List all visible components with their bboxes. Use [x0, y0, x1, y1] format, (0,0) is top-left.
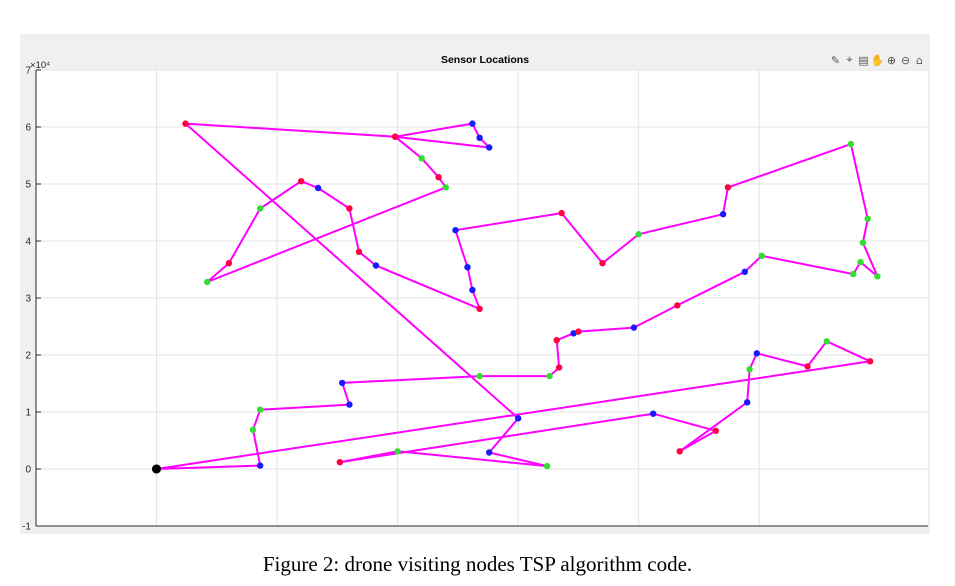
sensor-node-marker — [372, 262, 380, 269]
sensor-node-marker — [204, 278, 211, 286]
sensor-points — [152, 120, 881, 474]
sensor-node-marker — [676, 448, 683, 455]
sensor-node-marker — [546, 372, 553, 380]
sensor-node-marker — [857, 258, 864, 266]
sensor-node-marker — [864, 215, 871, 222]
sensor-node-marker — [257, 462, 264, 469]
sensor-node-marker — [476, 134, 483, 141]
sensor-node-marker — [476, 305, 483, 312]
sensor-node-marker — [719, 211, 727, 218]
sensor-node-marker — [635, 231, 642, 238]
sensor-node-marker — [355, 248, 363, 255]
sensor-node-marker — [874, 273, 881, 280]
sensor-node-marker — [257, 406, 264, 413]
brush-icon[interactable]: ✎ — [830, 53, 841, 67]
figure-caption: Figure 2: drone visiting nodes TSP algor… — [262, 552, 693, 576]
sensor-node-marker — [346, 205, 353, 212]
axes-toolbar: ✎ ⌖ ▤ ✋ ⊕ ⊖ ⌂ — [829, 53, 926, 69]
sensor-node-marker — [442, 184, 449, 191]
sensor-node-marker — [476, 372, 483, 380]
sensor-node-marker — [298, 178, 305, 185]
start-node-marker — [152, 464, 161, 474]
sensor-node-marker — [558, 209, 565, 217]
zoom-out-icon[interactable]: ⊖ — [900, 53, 911, 67]
legend-icon[interactable]: ▤ — [858, 53, 869, 67]
zoom-in-icon[interactable]: ⊕ — [886, 53, 897, 67]
pan-icon[interactable]: ✋ — [870, 53, 885, 67]
sensor-node-marker — [575, 328, 582, 335]
sensor-node-marker — [336, 459, 343, 466]
sensor-node-marker — [650, 410, 657, 417]
sensor-node-marker — [394, 448, 401, 455]
sensor-node-marker — [804, 363, 811, 370]
sensor-node-marker — [553, 337, 560, 344]
sensor-node-marker — [712, 427, 719, 434]
sensor-node-marker — [724, 184, 732, 191]
sensor-node-marker — [850, 270, 857, 278]
sensor-node-marker — [464, 264, 471, 271]
sensor-node-marker — [746, 366, 753, 373]
sensor-node-marker — [847, 140, 855, 148]
y-tick-label: 3 — [25, 294, 31, 305]
sensor-node-marker — [469, 286, 476, 294]
axes: -1 0 1 2 3 4 5 6 7 — [22, 66, 928, 533]
sensor-node-marker — [744, 399, 751, 406]
data-tips-icon[interactable]: ⌖ — [846, 53, 853, 66]
y-tick-label: 6 — [25, 123, 31, 134]
y-tick-label: -1 — [22, 522, 31, 533]
sensor-node-marker — [435, 174, 442, 181]
y-tick-label: 1 — [25, 408, 31, 419]
sensor-node-marker — [418, 155, 425, 162]
sensor-node-marker — [182, 120, 189, 127]
sensor-node-marker — [452, 227, 459, 234]
sensor-node-marker — [257, 205, 264, 212]
sensor-node-marker — [543, 462, 551, 470]
sensor-node-marker — [339, 379, 346, 387]
y-tick-label: 4 — [25, 237, 31, 248]
sensor-node-marker — [314, 184, 322, 192]
sensor-node-marker — [599, 260, 606, 267]
sensor-node-marker — [674, 302, 681, 309]
sensor-node-marker — [758, 252, 765, 259]
sensor-node-marker — [741, 268, 748, 275]
y-tick-label: 0 — [25, 465, 31, 476]
y-axis-exponent-label: ×10⁴ — [30, 60, 51, 71]
sensor-node-marker — [630, 324, 638, 331]
sensor-node-marker — [392, 133, 399, 140]
sensor-node-marker — [823, 338, 830, 345]
sensor-node-marker — [570, 330, 577, 337]
sensor-node-marker — [859, 239, 867, 246]
sensor-node-marker — [486, 144, 493, 151]
sensor-node-marker — [469, 120, 476, 127]
y-tick-label: 7 — [25, 66, 31, 77]
y-tick-label: 5 — [25, 180, 31, 191]
y-tick-label: 2 — [25, 351, 31, 362]
sensor-node-marker — [486, 449, 493, 456]
sensor-node-marker — [515, 415, 522, 422]
sensor-node-marker — [346, 401, 353, 408]
sensor-node-marker — [555, 364, 563, 371]
sensor-node-marker — [753, 350, 760, 357]
sensor-node-marker — [249, 426, 257, 433]
chart-title: Sensor Locations — [440, 54, 530, 66]
home-icon[interactable]: ⌂ — [916, 53, 923, 67]
sensor-node-marker — [866, 358, 874, 365]
sensor-node-marker — [225, 260, 233, 267]
